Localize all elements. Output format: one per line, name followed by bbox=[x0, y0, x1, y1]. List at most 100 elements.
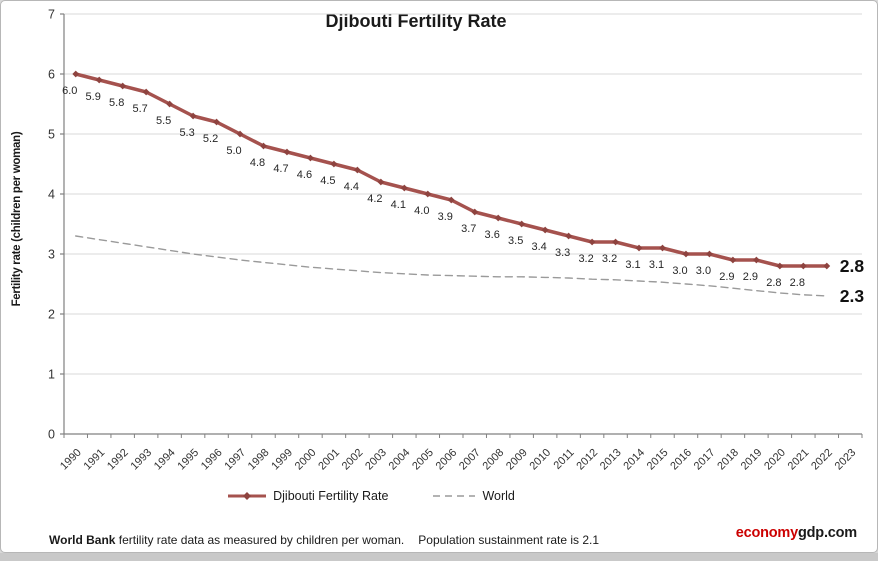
point-label: 5.3 bbox=[179, 127, 194, 139]
x-tick-label: 2011 bbox=[552, 447, 577, 472]
point-label: 3.9 bbox=[438, 211, 453, 223]
y-tick-label: 4 bbox=[48, 188, 55, 202]
point-label: 6.0 bbox=[62, 85, 77, 97]
point-label: 3.2 bbox=[578, 253, 593, 265]
point-label: 2.8 bbox=[790, 277, 805, 289]
point-label: 4.7 bbox=[273, 163, 288, 175]
point-label: 2.9 bbox=[743, 271, 758, 283]
x-tick-labels: 1990199119921993199419951996199719981999… bbox=[58, 447, 858, 473]
x-tick-label: 2014 bbox=[621, 447, 647, 473]
x-tick-label: 2022 bbox=[809, 447, 835, 473]
x-tick-label: 2017 bbox=[692, 447, 718, 473]
legend-label-world: World bbox=[482, 489, 515, 503]
legend-label-djibouti: Djibouti Fertility Rate bbox=[273, 489, 389, 503]
x-tick-label: 2007 bbox=[457, 447, 483, 473]
point-label: 3.1 bbox=[649, 259, 664, 271]
point-label: 3.2 bbox=[602, 253, 617, 265]
x-tick-label: 1990 bbox=[58, 447, 84, 473]
legend-item-world: World bbox=[432, 489, 515, 503]
point-label: 4.1 bbox=[391, 199, 406, 211]
x-tick-label: 1991 bbox=[82, 447, 108, 473]
point-label: 3.5 bbox=[508, 235, 523, 247]
world-line-swatch-icon bbox=[433, 495, 476, 497]
x-tick-label: 2003 bbox=[363, 447, 389, 473]
point-label: 2.8 bbox=[766, 277, 781, 289]
axes: 0 1 2 3 4 5 6 7 bbox=[48, 8, 863, 442]
y-tick-label: 2 bbox=[48, 308, 55, 322]
point-label: 3.1 bbox=[625, 259, 640, 271]
point-label: 5.5 bbox=[156, 115, 171, 127]
djibouti-markers bbox=[72, 70, 831, 270]
x-tick-label: 2016 bbox=[668, 447, 694, 473]
x-tick-label: 2000 bbox=[293, 447, 319, 473]
x-tick-label: 2001 bbox=[316, 447, 342, 473]
x-tick-label: 2019 bbox=[739, 447, 765, 473]
point-label: 3.4 bbox=[531, 241, 546, 253]
point-label: 3.0 bbox=[696, 265, 711, 277]
y-tick-label: 5 bbox=[48, 128, 55, 142]
x-tick-label: 2010 bbox=[527, 447, 553, 473]
x-tick-label: 2006 bbox=[434, 447, 460, 473]
x-tick-label: 1998 bbox=[246, 447, 272, 473]
point-label: 5.2 bbox=[203, 133, 218, 145]
y-tick-label: 1 bbox=[48, 368, 55, 382]
x-tick-label: 2023 bbox=[833, 447, 859, 473]
x-tick-label: 1993 bbox=[128, 447, 154, 473]
x-tick-label: 2018 bbox=[715, 447, 741, 473]
x-tick-label: 1995 bbox=[175, 447, 201, 473]
x-tick-label: 2004 bbox=[387, 447, 413, 473]
x-tick-label: 2021 bbox=[786, 447, 812, 473]
point-label: 4.8 bbox=[250, 157, 265, 169]
gridlines bbox=[64, 13, 862, 375]
point-label: 4.4 bbox=[344, 181, 359, 193]
y-tick-label: 3 bbox=[48, 248, 55, 262]
footer-note: World Bank fertility rate data as measur… bbox=[49, 533, 599, 547]
x-tick-label: 2020 bbox=[762, 447, 788, 473]
point-label: 5.9 bbox=[86, 91, 101, 103]
y-tick-label: 7 bbox=[48, 8, 55, 22]
djibouti-line-swatch-icon bbox=[228, 492, 267, 500]
y-tick-label: 6 bbox=[48, 68, 55, 82]
chart-title: Djibouti Fertility Rate bbox=[325, 11, 507, 31]
djibouti-line bbox=[73, 72, 829, 268]
footer-body: fertility rate data as measured by child… bbox=[115, 533, 405, 547]
footer-source-bold: World Bank bbox=[49, 533, 116, 547]
point-label: 3.0 bbox=[672, 265, 687, 277]
footer-note2: Population sustainment rate is 2.1 bbox=[418, 533, 600, 547]
point-label: 3.6 bbox=[485, 229, 500, 241]
point-label: 3.7 bbox=[461, 223, 476, 235]
brand-dark-part: gdp.com bbox=[797, 525, 857, 541]
legend-item-djibouti: Djibouti Fertility Rate bbox=[227, 489, 388, 503]
point-label: 4.0 bbox=[414, 205, 429, 217]
world-line bbox=[75, 235, 828, 297]
brand-red-part: economy bbox=[735, 525, 798, 541]
point-label: 5.7 bbox=[132, 103, 147, 115]
x-tick-label: 2008 bbox=[481, 447, 507, 473]
x-tick-label: 1997 bbox=[222, 447, 248, 473]
djibouti-point-labels: 6.0 5.9 5.8 5.7 5.5 5.3 5.2 5.0 4.8 4.7 4.6 4.5 4.4 4… bbox=[62, 85, 805, 289]
point-label: 5.0 bbox=[226, 145, 241, 157]
x-tick-label: 1999 bbox=[269, 447, 295, 473]
fertility-line-chart: 0 1 2 3 4 5 6 7 19901991199219931994199519961997… bbox=[48, 8, 865, 473]
point-label: 4.6 bbox=[297, 169, 312, 181]
x-tick-label: 2012 bbox=[574, 447, 600, 473]
x-tick-label: 2005 bbox=[410, 447, 436, 473]
x-tick-label: 1996 bbox=[199, 447, 225, 473]
x-tick-label: 2015 bbox=[645, 447, 671, 473]
world-end-label: 2.3 bbox=[840, 286, 865, 306]
point-label: 2.9 bbox=[719, 271, 734, 283]
point-label: 5.8 bbox=[109, 97, 124, 109]
bottom-gray-strip bbox=[0, 553, 878, 561]
point-label: 4.2 bbox=[367, 193, 382, 205]
x-tick-label: 1992 bbox=[105, 447, 131, 473]
legend: Djibouti Fertility Rate World bbox=[1, 489, 741, 503]
x-tick-label: 2009 bbox=[504, 447, 530, 473]
x-tick-label: 1994 bbox=[152, 447, 178, 473]
x-tick-label: 2002 bbox=[340, 447, 366, 473]
point-label: 3.3 bbox=[555, 247, 570, 259]
brand-wordmark: economygdp.com bbox=[736, 525, 857, 541]
djibouti-end-label: 2.8 bbox=[840, 256, 865, 276]
point-label: 4.5 bbox=[320, 175, 335, 187]
